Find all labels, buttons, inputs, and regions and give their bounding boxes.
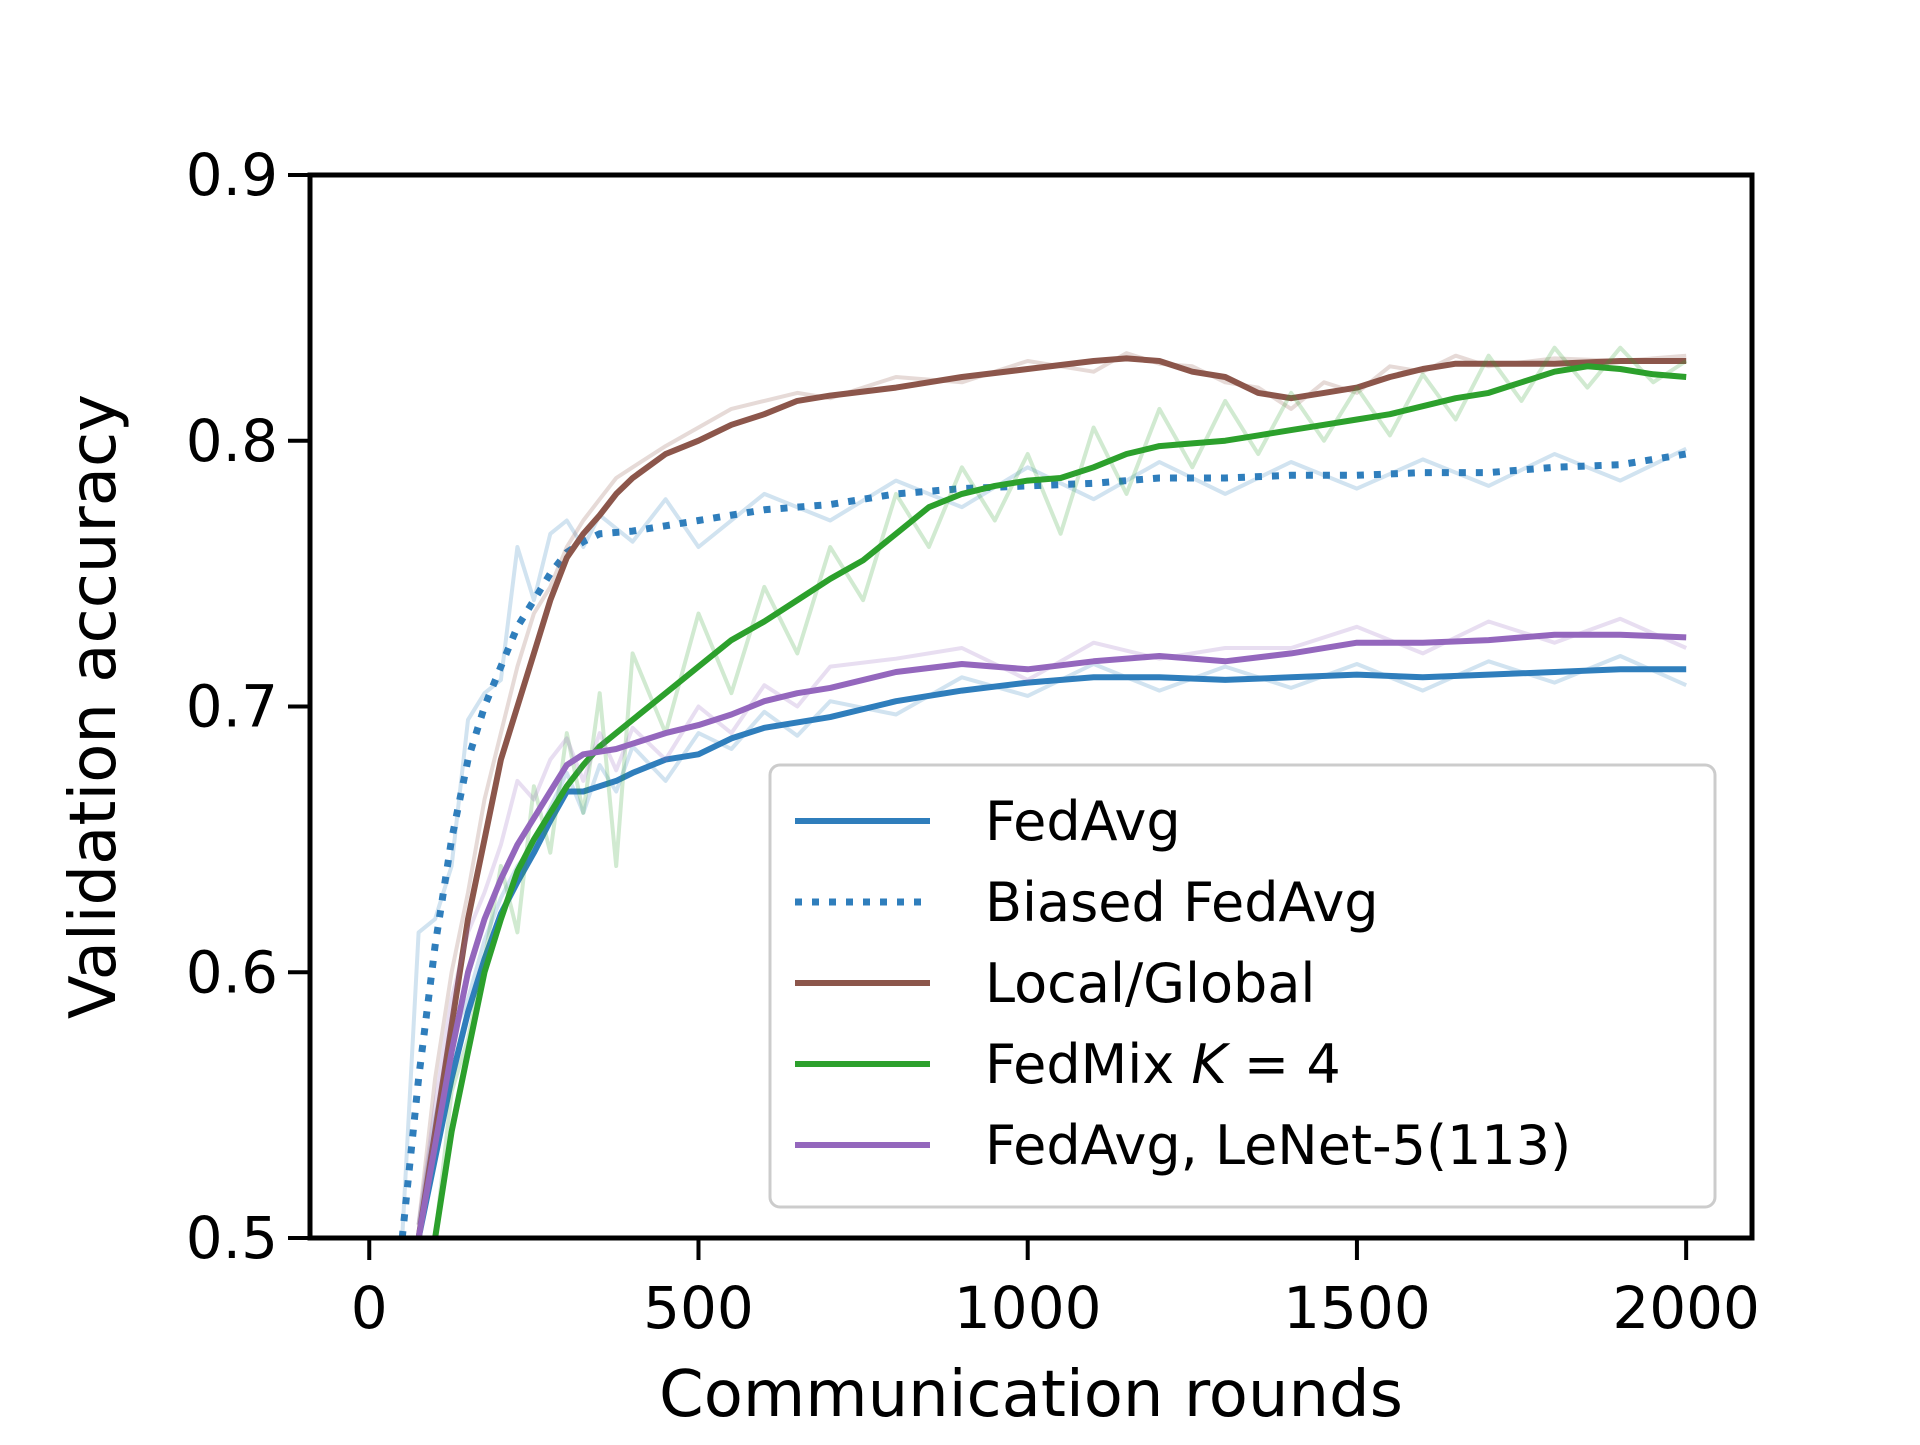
series-line-local-global <box>415 355 1687 1238</box>
series-raw-fedmix-k-4 <box>433 345 1688 1238</box>
series-raw-fedavg <box>416 654 1688 1226</box>
legend-label-fedavg: FedAvg <box>985 790 1181 853</box>
x-axis: 0 500 1000 1500 2000 <box>351 1238 1760 1342</box>
legend-label-part: Biased FedAvg <box>985 871 1379 934</box>
y-tick-label: 0.8 <box>186 407 278 475</box>
y-tick-label: 0.9 <box>186 141 278 209</box>
y-axis-label: Validation accuracy <box>57 394 131 1019</box>
legend: FedAvg Biased FedAvg Local/Global FedMix K … <box>768 763 1717 1209</box>
x-tick-label: 0 <box>351 1274 388 1342</box>
x-tick-label: 1000 <box>954 1274 1102 1342</box>
legend-label-part: K <box>1191 1033 1230 1096</box>
y-tick-label: 0.7 <box>186 673 278 741</box>
legend-label-part: = 4 <box>1227 1033 1341 1096</box>
series-layer <box>398 345 1688 1238</box>
legend-label-fedavg-lenet-5-113: FedAvg, LeNet-5(113) <box>985 1114 1571 1177</box>
legend-label-part: FedAvg <box>985 790 1181 853</box>
series-line-biased-fedavg <box>398 450 1687 1238</box>
legend-label-part: Local/Global <box>985 952 1315 1015</box>
x-tick-label: 2000 <box>1612 1274 1760 1342</box>
legend-label-part: FedAvg, LeNet-5(113) <box>985 1114 1571 1177</box>
x-axis-label: Communication rounds <box>659 1358 1403 1432</box>
legend-box <box>768 763 1717 1209</box>
x-tick-label: 500 <box>643 1274 754 1342</box>
x-tick-label: 1500 <box>1283 1274 1431 1342</box>
series-raw-biased-fedavg <box>400 446 1688 1238</box>
legend-label-fedmix-k-4: FedMix K = 4 <box>985 1033 1341 1096</box>
legend-label-part: FedMix <box>985 1033 1191 1096</box>
y-tick-label: 0.5 <box>186 1204 278 1272</box>
series-raw-fedavg-lenet-5-113 <box>416 616 1688 1225</box>
y-tick-label: 0.6 <box>186 938 278 1006</box>
series-line-fedmix-k-4 <box>432 363 1687 1238</box>
legend-label-biased-fedavg: Biased FedAvg <box>985 871 1379 934</box>
y-axis: 0.5 0.6 0.7 0.8 0.9 <box>186 141 310 1272</box>
legend-label-local-global: Local/Global <box>985 952 1315 1015</box>
series-line-fedavg-lenet-5-113 <box>415 631 1687 1238</box>
